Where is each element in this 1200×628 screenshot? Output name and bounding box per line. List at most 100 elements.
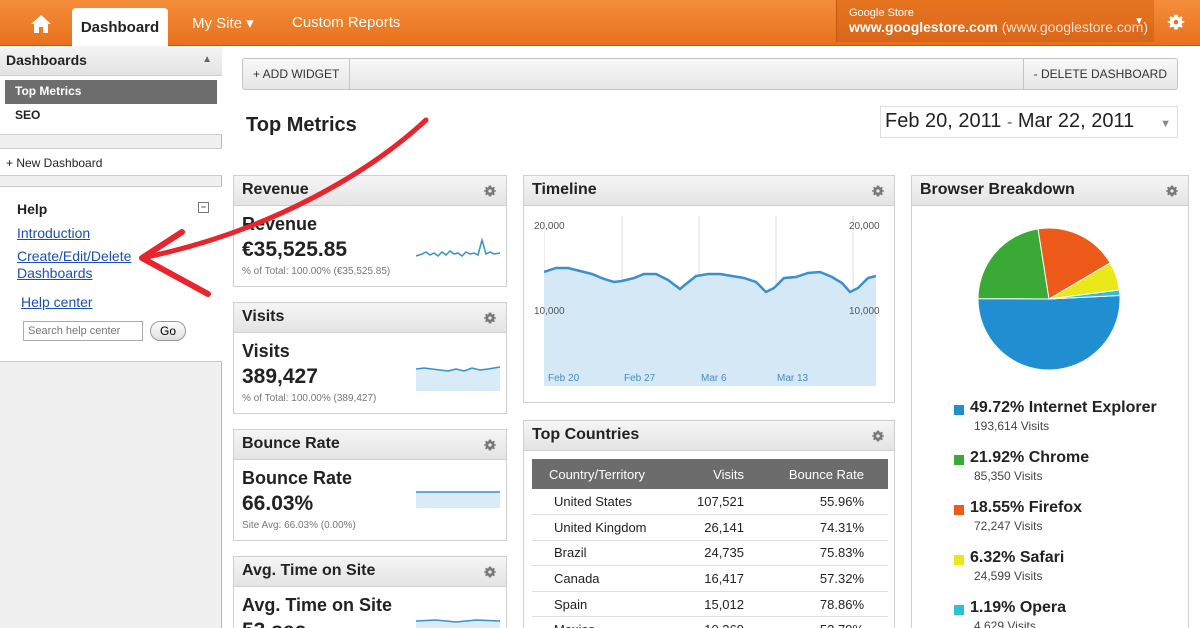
account-selector[interactable]: Google Store www.googlestore.com (www.go… <box>836 0 1154 42</box>
legend-swatch <box>954 605 964 615</box>
table-row[interactable]: Brazil 24,735 75.83% <box>532 540 888 567</box>
y-axis-label: 10,000 <box>849 306 880 317</box>
go-button[interactable]: Go <box>150 321 186 341</box>
x-axis-label: Feb 27 <box>624 373 656 384</box>
gear-icon[interactable] <box>482 310 498 326</box>
gear-icon <box>1167 14 1185 30</box>
tab-my-site[interactable]: My Site ▾ <box>192 15 254 32</box>
home-button[interactable] <box>16 6 66 42</box>
delete-dashboard-button[interactable]: - DELETE DASHBOARD <box>1022 59 1177 89</box>
x-axis-label: Mar 13 <box>777 373 809 384</box>
table-row[interactable]: United States 107,521 55.96% <box>532 489 888 516</box>
bounce-cell: 52.79% <box>762 616 888 628</box>
sidebar-item-seo[interactable]: SEO <box>15 108 41 122</box>
column-header[interactable]: Visits <box>662 459 762 489</box>
dashboards-title: Dashboards <box>6 52 87 68</box>
help-panel: Help − Introduction Create/Edit/Delete D… <box>0 186 222 362</box>
help-center-link[interactable]: Help center <box>21 294 93 310</box>
timeline-line <box>544 266 876 294</box>
dashboards-header[interactable]: Dashboards ▲ <box>0 46 222 76</box>
country-cell: Spain <box>532 591 662 618</box>
tab-custom-reports[interactable]: Custom Reports <box>292 14 401 31</box>
countries-table: Country/Territory Visits Bounce Rate Uni… <box>532 459 888 628</box>
widget-header[interactable]: Top Countries <box>524 421 894 451</box>
table-row[interactable]: United Kingdom 26,141 74.31% <box>532 514 888 541</box>
column-header[interactable]: Bounce Rate <box>762 459 888 489</box>
legend-visits: 72,247 Visits <box>974 519 1043 533</box>
country-cell: Mexico <box>532 616 662 628</box>
country-cell: Brazil <box>532 540 662 567</box>
timeline-area <box>544 268 876 386</box>
new-dashboard-link[interactable]: + New Dashboard <box>0 148 222 176</box>
sidebar-item-top-metrics[interactable]: Top Metrics <box>5 80 217 104</box>
legend-swatch <box>954 405 964 415</box>
account-label: Google Store <box>849 7 914 19</box>
visits-widget: Visits Visits 389,427 % of Total: 100.00… <box>233 302 507 414</box>
settings-button[interactable] <box>1158 4 1194 40</box>
metric-label: Avg. Time on Site <box>242 595 393 615</box>
metric-value: €35,525.85 <box>242 238 348 261</box>
table-row[interactable]: Mexico10,36952.79% <box>532 616 888 628</box>
pie-slice-firefox[interactable] <box>1037 227 1111 300</box>
x-axis-label: Mar 6 <box>701 373 727 384</box>
visits-cell: 24,735 <box>662 540 762 567</box>
metric-subtext: % of Total: 100.00% (€35,525.85) <box>242 266 391 277</box>
gear-icon[interactable] <box>482 183 498 199</box>
pie-slice-opera[interactable] <box>1048 289 1121 300</box>
metric-subtext: % of Total: 100.00% (389,427) <box>242 393 377 404</box>
table-header-row: Country/Territory Visits Bounce Rate <box>532 459 888 489</box>
visits-cell: 15,012 <box>662 591 762 618</box>
top-nav-bar: Dashboard My Site ▾ Custom Reports Googl… <box>0 0 1200 46</box>
pie-slice-chrome[interactable] <box>977 228 1050 300</box>
bounce-cell: 78.86% <box>762 591 888 618</box>
widget-header[interactable]: Visits <box>234 303 506 333</box>
date-start: Feb 20, 2011 <box>885 110 1002 132</box>
page-title: Top Metrics <box>246 114 357 136</box>
collapse-minus-icon[interactable]: − <box>198 202 209 213</box>
gear-icon[interactable] <box>1164 183 1180 199</box>
visits-cell: 16,417 <box>662 565 762 592</box>
help-link-introduction[interactable]: Introduction <box>17 225 91 241</box>
widget-header[interactable]: Avg. Time on Site <box>234 557 506 587</box>
y-axis-label: 20,000 <box>849 221 880 232</box>
widget-header[interactable]: Bounce Rate <box>234 430 506 460</box>
column-header[interactable]: Country/Territory <box>532 459 662 489</box>
table-row[interactable]: Canada 16,417 57.32% <box>532 565 888 592</box>
chevron-down-icon[interactable]: ▼ <box>1160 118 1171 130</box>
widget-header[interactable]: Revenue <box>234 176 506 206</box>
tab-dashboard[interactable]: Dashboard <box>72 8 168 46</box>
metric-label: Visits <box>242 341 290 361</box>
home-icon <box>31 15 51 33</box>
add-widget-button[interactable]: + ADD WIDGET <box>243 59 351 89</box>
help-search-row: Go <box>23 321 186 341</box>
legend-label: 21.92% Chrome <box>970 449 1090 466</box>
collapse-icon[interactable]: ▲ <box>202 54 212 65</box>
top-countries-widget: Top Countries Country/Territory Visits B… <box>523 420 895 628</box>
browser-breakdown-widget: Browser Breakdown 49.72% Internet Explor… <box>911 175 1189 628</box>
legend-visits: 4,629 Visits <box>974 619 1036 628</box>
widget-title: Revenue <box>242 181 309 198</box>
help-link-create-edit-delete[interactable]: Create/Edit/Delete Dashboards <box>17 248 132 281</box>
widget-header[interactable]: Timeline <box>524 176 894 206</box>
dashboards-panel: Dashboards ▲ Top Metrics SEO <box>0 46 222 135</box>
gear-icon[interactable] <box>482 564 498 580</box>
browser-pie-chart <box>977 227 1121 371</box>
help-title: Help − <box>17 201 209 217</box>
widget-title: Browser Breakdown <box>920 181 1075 198</box>
date-range-picker[interactable]: Feb 20, 2011 - Mar 22, 2011 ▼ <box>880 106 1178 138</box>
country-cell: Canada <box>532 565 662 592</box>
sidebar: Dashboards ▲ Top Metrics SEO + New Dashb… <box>0 46 222 628</box>
legend-swatch <box>954 505 964 515</box>
dashboard-toolbar: + ADD WIDGET - DELETE DASHBOARD <box>242 58 1178 90</box>
metric-subtext: Site Avg: 66.03% (0.00%) <box>242 520 356 531</box>
revenue-widget: Revenue Revenue €35,525.85 % of Total: 1… <box>233 175 507 287</box>
table-row[interactable]: Spain 15,012 78.86% <box>532 591 888 618</box>
gear-icon[interactable] <box>870 183 886 199</box>
widget-header[interactable]: Browser Breakdown <box>912 176 1188 206</box>
account-url: (www.googlestore.com) <box>1001 19 1149 35</box>
widget-title: Avg. Time on Site <box>242 562 376 579</box>
gear-icon[interactable] <box>870 428 886 444</box>
help-search-input[interactable] <box>23 321 143 341</box>
gear-icon[interactable] <box>482 437 498 453</box>
pie-slice-ie[interactable] <box>977 294 1121 371</box>
